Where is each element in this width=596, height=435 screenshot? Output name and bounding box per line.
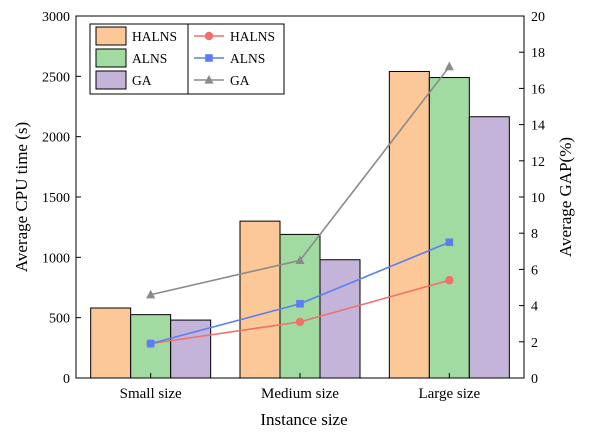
right-tick-label: 16 [531,82,545,97]
x-tick-label: Large size [418,386,480,402]
point-ga-1 [295,255,305,264]
right-tick-label: 10 [531,191,545,206]
legend-swatch-halns [95,26,127,46]
right-axis-title: Average GAP(%) [556,137,575,257]
right-tick-label: 0 [531,372,538,387]
bar-halns-1 [239,220,281,379]
right-tick-label: 12 [531,155,545,170]
right-tick-label: 18 [531,46,545,61]
point-alns-2 [445,238,454,247]
legend-label-ga: GA [132,73,152,88]
legend-swatch-alns [95,48,127,68]
right-tick-label: 2 [531,336,538,351]
bars-layer [90,71,510,379]
x-tick-label: Small size [120,386,182,402]
right-tick-label: 4 [531,300,538,315]
right-tick-label: 20 [531,10,545,25]
bar-halns-0 [90,307,132,379]
point-alns-1 [296,299,304,308]
legend-line-label-alns: ALNS [230,51,265,66]
point-alns-0 [146,339,155,348]
bar-ga-2 [468,116,510,379]
left-axis-title: Average CPU time (s) [12,122,31,272]
axes-layer: 0 500 1000 1500 2000 2500 3000 0 2 4 6 8 10 12 14 16 18 2… [42,10,545,402]
point-ga-2 [444,61,454,71]
point-ga-0 [146,289,156,299]
lines-layer [146,61,454,348]
right-tick-label: 6 [531,263,538,278]
right-tick-label: 8 [531,227,538,242]
legend-swatch-ga [95,70,127,90]
bar-halns-2 [388,71,430,379]
left-tick-label: 2000 [42,131,70,146]
bar-alns-2 [428,77,470,379]
legend-line-label-halns: HALNS [230,29,275,44]
point-halns-1 [295,317,305,327]
left-tick-label: 2500 [42,70,70,85]
left-tick-label: 500 [49,312,70,327]
right-tick-label: 14 [531,119,545,134]
x-axis-title: Instance size [260,410,347,429]
legend-marker-ga [204,75,214,84]
legend-line-label-ga: GA [230,73,250,88]
legend: HALNS ALNS GA HALNS ALNS GA [89,23,285,95]
legend-marker-alns [205,54,213,62]
x-tick-label: Medium size [261,386,339,402]
left-tick-label: 0 [63,372,70,387]
left-tick-label: 1500 [42,191,70,206]
left-tick-label: 3000 [42,10,70,25]
bar-ga-1 [319,259,361,379]
legend-marker-halns [204,31,214,41]
legend-label-halns: HALNS [132,29,177,44]
legend-label-alns: ALNS [132,51,167,66]
left-tick-label: 1000 [42,251,70,266]
point-halns-2 [445,276,454,285]
